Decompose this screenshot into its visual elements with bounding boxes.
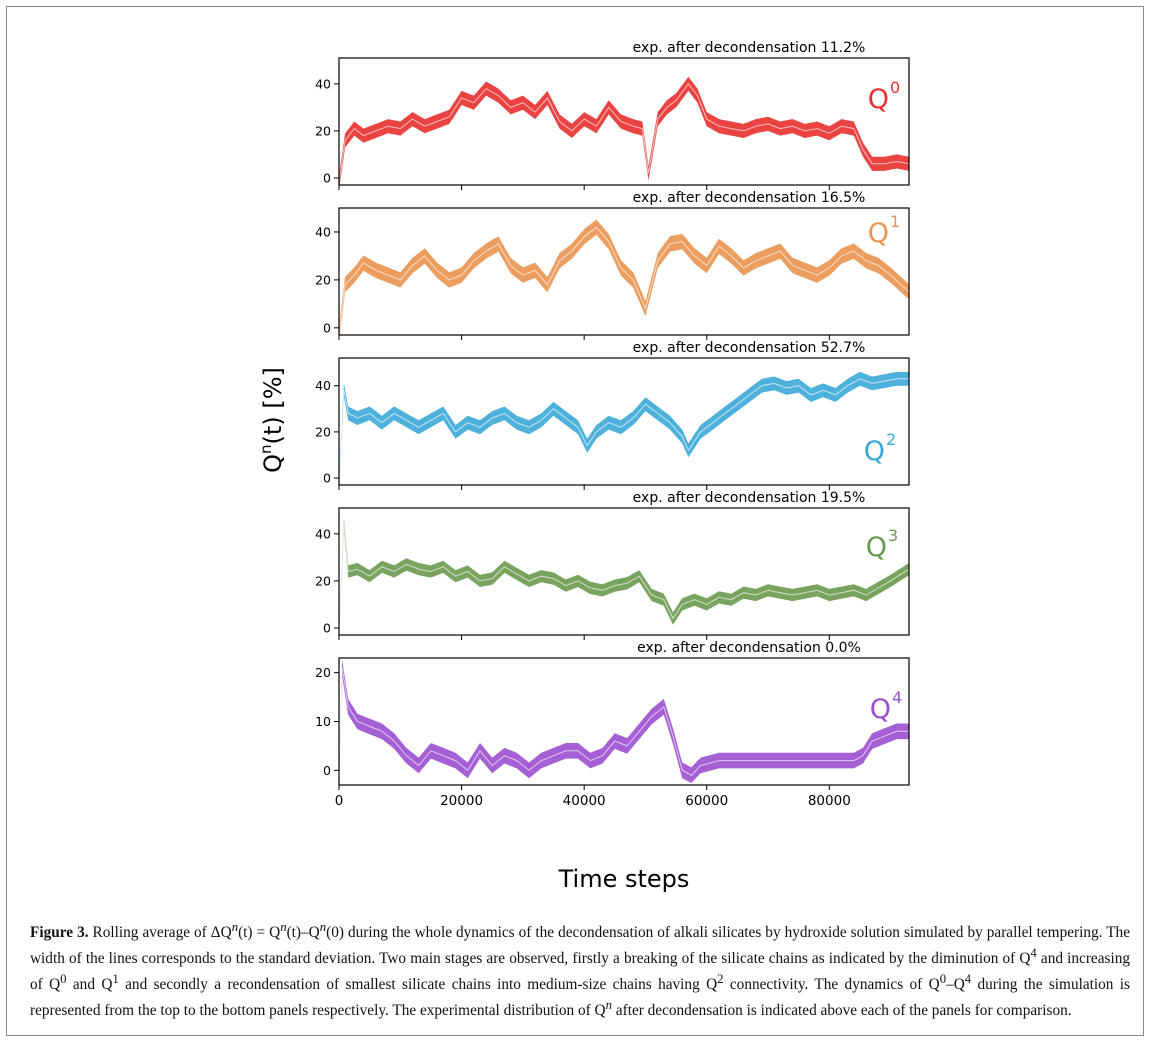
caption-text-7: and secondly a recondensation of smalles… [118, 976, 718, 994]
panel-title: exp. after decondensation 16.5% [633, 190, 866, 206]
y-tick-label: 20 [315, 123, 331, 138]
series-label: Q [870, 694, 891, 725]
series-label-superscript: 3 [888, 526, 898, 545]
series-label: Q [866, 532, 887, 563]
series-line [338, 83, 910, 183]
caption-sup: 0 [60, 972, 67, 987]
panel-title: exp. after decondensation 52.7% [633, 340, 866, 356]
series-band [339, 371, 909, 490]
series-band [339, 660, 909, 788]
series-line [338, 378, 909, 483]
y-tick-label: 20 [315, 272, 331, 287]
panel-axes [338, 207, 910, 336]
caption-text-1: Rolling average of ΔQ [88, 924, 232, 942]
caption-sup: 4 [964, 972, 972, 987]
figure-frame [6, 6, 1144, 1036]
series-line [338, 524, 910, 633]
figure-caption: Figure 3. Rolling average of ΔQn(t) = Qn… [30, 917, 1130, 1021]
x-axis-label: Time steps [558, 865, 690, 893]
series-label-superscript: 0 [890, 78, 900, 97]
caption-text-6: and Q [66, 976, 113, 994]
series-label-superscript: 4 [892, 688, 902, 707]
y-tick-label: 20 [315, 424, 331, 439]
panel-title: exp. after decondensation 0.0% [637, 640, 861, 656]
x-tick-label: 80000 [808, 793, 851, 809]
series-label: Q [864, 436, 885, 467]
panel-title: exp. after decondensation 11.2% [633, 40, 866, 56]
y-tick-label: 10 [315, 714, 331, 729]
caption-label: Figure 3. [30, 924, 89, 942]
caption-sup: n [280, 920, 287, 934]
caption-text-2: (t) = Q [238, 924, 281, 942]
series-label: Q [868, 218, 889, 249]
x-tick-label: 40000 [563, 793, 606, 809]
caption-text-4: (0) during the whole dynamics of the dec… [30, 924, 1130, 968]
y-tick-label: 0 [323, 763, 331, 778]
caption-sup: n [319, 920, 327, 934]
y-tick-label: 0 [323, 170, 331, 185]
caption-text-3: (t)–Q [286, 924, 320, 942]
panel-axes [338, 507, 910, 636]
y-tick-label: 20 [315, 665, 331, 680]
series-line [338, 226, 910, 333]
caption-text-10: during the simulation is represented fro… [30, 976, 1130, 1020]
x-tick-label: 0 [335, 793, 344, 809]
panel-axes [338, 57, 910, 186]
y-tick-label: 0 [323, 620, 331, 635]
series-band [339, 219, 909, 341]
caption-sup: n [231, 920, 239, 934]
series-band [339, 518, 909, 639]
series-label-superscript: 1 [890, 212, 900, 231]
x-tick-label: 60000 [685, 793, 728, 809]
y-tick-label: 20 [315, 573, 331, 588]
y-tick-label: 40 [315, 378, 331, 393]
series-label-superscript: 2 [886, 430, 896, 449]
caption-sup: 4 [1030, 946, 1037, 961]
series-line [338, 667, 909, 781]
panel-title: exp. after decondensation 19.5% [633, 490, 866, 506]
x-tick-label: 20000 [440, 793, 483, 809]
caption-sup: 1 [112, 972, 119, 987]
y-tick-label: 0 [323, 471, 331, 486]
y-tick-label: 40 [315, 224, 331, 239]
caption-sup: 2 [717, 972, 724, 987]
y-axis-label: Qn(t) [%] [257, 367, 287, 473]
y-tick-label: 40 [315, 526, 331, 541]
caption-sup: 0 [939, 972, 947, 987]
caption-sup: n [605, 998, 612, 1013]
y-tick-label: 0 [323, 320, 331, 335]
caption-text-11: after decondensation is indicated above … [611, 1002, 1072, 1020]
series-label: Q [868, 84, 889, 115]
panel-axes [338, 357, 910, 486]
caption-text-9: –Q [946, 976, 965, 994]
caption-text-5: and increasing of Q [30, 950, 1130, 994]
series-band [339, 76, 909, 190]
caption-text-8: connectivity. The dynamics of Q [723, 976, 940, 994]
y-tick-label: 40 [315, 76, 331, 91]
